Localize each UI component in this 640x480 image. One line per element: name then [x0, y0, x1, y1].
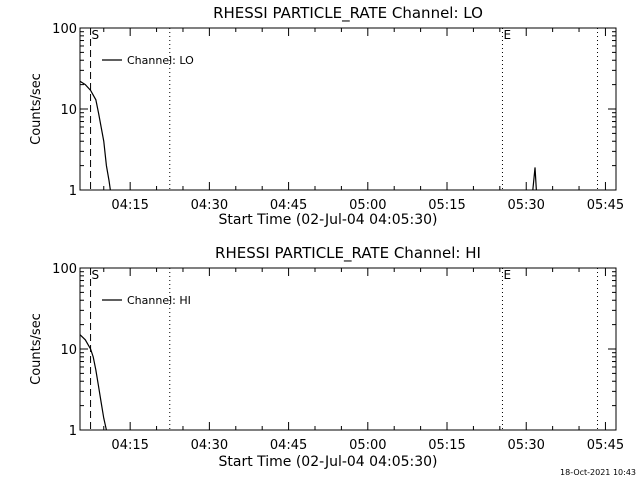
plot-frame [79, 267, 617, 431]
y-axis-label: Counts/sec [29, 313, 44, 385]
chart-panel-2: RHESSI PARTICLE_RATE Channel: HI 1 10 100 04… [29, 244, 624, 470]
y-tick-label: 1 [69, 424, 77, 439]
chart-title: RHESSI PARTICLE_RATE Channel: LO [213, 4, 483, 23]
y-tick-label: 10 [60, 343, 77, 358]
x-tick-label: 05:15 [428, 198, 465, 213]
plot-frame [79, 27, 617, 191]
y-tick-label: 1 [69, 184, 77, 199]
y-tick-label: 10 [60, 103, 77, 118]
legend-label: Channel: LO [127, 54, 194, 67]
series-line [79, 334, 107, 431]
x-axis-label: Start Time (02-Jul-04 04:05:30) [218, 454, 437, 470]
y-axis-label: Counts/sec [29, 73, 44, 145]
chart-title: RHESSI PARTICLE_RATE Channel: HI [215, 244, 481, 263]
series-line [532, 167, 537, 191]
x-tick-label: 04:30 [191, 438, 228, 453]
time-marker-label: E [503, 28, 511, 42]
x-tick-label: 05:15 [428, 438, 465, 453]
y-tick-label: 100 [52, 262, 77, 277]
x-tick-label: 05:00 [349, 438, 386, 453]
x-tick-label: 05:30 [507, 438, 544, 453]
x-tick-label: 05:00 [349, 198, 386, 213]
x-tick-label: 05:30 [507, 198, 544, 213]
x-tick-label: 05:45 [587, 438, 624, 453]
x-tick-label: 04:15 [111, 438, 148, 453]
time-marker-label: E [503, 268, 511, 282]
time-marker-label: S [92, 28, 100, 42]
x-tick-label: 04:15 [111, 198, 148, 213]
time-marker-label: S [92, 268, 100, 282]
legend-label: Channel: HI [127, 294, 191, 307]
series-line [79, 80, 111, 191]
x-tick-label: 04:30 [191, 198, 228, 213]
y-tick-label: 100 [52, 22, 77, 37]
chart-panel-1: RHESSI PARTICLE_RATE Channel: LO 1 10 100 04… [29, 4, 624, 228]
x-tick-label: 05:45 [587, 198, 624, 213]
x-axis-label: Start Time (02-Jul-04 04:05:30) [218, 212, 437, 228]
x-tick-label: 04:45 [270, 438, 307, 453]
footer-timestamp: 18-Oct-2021 10:43 [560, 468, 636, 477]
x-tick-label: 04:45 [270, 198, 307, 213]
